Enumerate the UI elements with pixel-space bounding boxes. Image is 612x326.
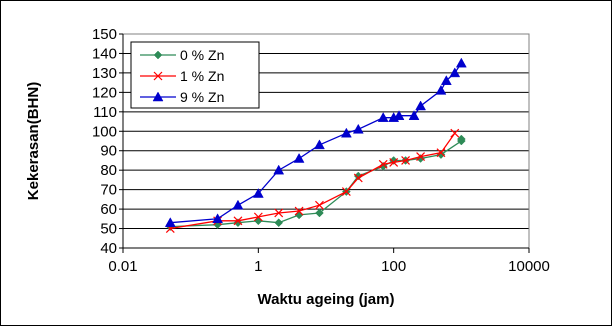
y-axis-title: Kekerasan(BHN) [25, 82, 42, 200]
data-point [440, 75, 452, 85]
x-tick-label: 10000 [508, 258, 550, 275]
data-point [436, 148, 446, 158]
legend-entry: 1 % Zn [140, 68, 224, 84]
legend-entry: 9 % Zn [140, 89, 224, 105]
data-point [314, 139, 325, 150]
data-point [378, 159, 388, 169]
data-point [274, 218, 284, 228]
legend: 0 % Zn 1 % Zn 9 % Zn [130, 41, 260, 109]
data-point [416, 152, 426, 161]
data-point [233, 216, 243, 226]
legend-marker [153, 71, 163, 81]
data-point [294, 206, 304, 216]
y-tick-label: 70 [100, 182, 117, 199]
data-point [435, 84, 447, 95]
x-axis-title: Waktu ageing (jam) [258, 291, 395, 308]
y-tick-label: 50 [100, 221, 117, 238]
data-point [315, 208, 324, 218]
y-tick-label: 40 [100, 240, 117, 257]
data-point [274, 208, 284, 218]
legend-marker [152, 91, 164, 102]
data-point [449, 67, 461, 78]
y-tick-label: 140 [92, 45, 117, 62]
axis-layer: 40 50 60 70 80 90 100 110 120 130 140 150 0.01 1 100 10… [92, 26, 550, 275]
data-point [164, 217, 176, 227]
data-point [455, 57, 467, 68]
y-tick-label: 60 [100, 201, 117, 218]
data-point [340, 127, 352, 138]
data-point [273, 164, 285, 175]
y-tick-label: 120 [92, 84, 117, 101]
y-tick-label: 90 [100, 143, 117, 160]
data-point [212, 213, 224, 224]
data-point [389, 157, 399, 167]
y-tick-label: 80 [100, 162, 117, 179]
legend-entry: 0 % Zn [140, 47, 224, 63]
data-point [377, 112, 389, 122]
series-1 [165, 128, 460, 233]
data-point [252, 188, 264, 198]
data-point [353, 173, 363, 183]
data-point [315, 200, 324, 210]
y-tick-label: 130 [92, 65, 117, 82]
data-point [401, 156, 411, 165]
y-tick-label: 150 [92, 26, 117, 43]
series-line [170, 139, 462, 228]
data-point [352, 123, 364, 134]
data-point [293, 152, 305, 163]
data-point [393, 110, 405, 120]
x-tick-label: 100 [381, 258, 406, 275]
y-tick-label: 100 [92, 123, 117, 140]
series-2 [164, 57, 467, 227]
data-point [450, 128, 460, 138]
data-point [408, 110, 420, 120]
data-point [253, 212, 263, 222]
legend-label: 0 % Zn [180, 47, 224, 63]
data-point [456, 134, 466, 144]
data-point [341, 187, 351, 197]
legend-label: 9 % Zn [180, 89, 224, 105]
data-point [232, 199, 244, 210]
x-tick-label: 0.01 [108, 258, 137, 275]
legend-label: 1 % Zn [180, 68, 224, 84]
x-tick-label: 1 [254, 258, 262, 275]
data-point [415, 100, 427, 111]
y-tick-label: 110 [93, 104, 117, 121]
series-layer [164, 57, 467, 233]
legend-marker [153, 50, 163, 60]
